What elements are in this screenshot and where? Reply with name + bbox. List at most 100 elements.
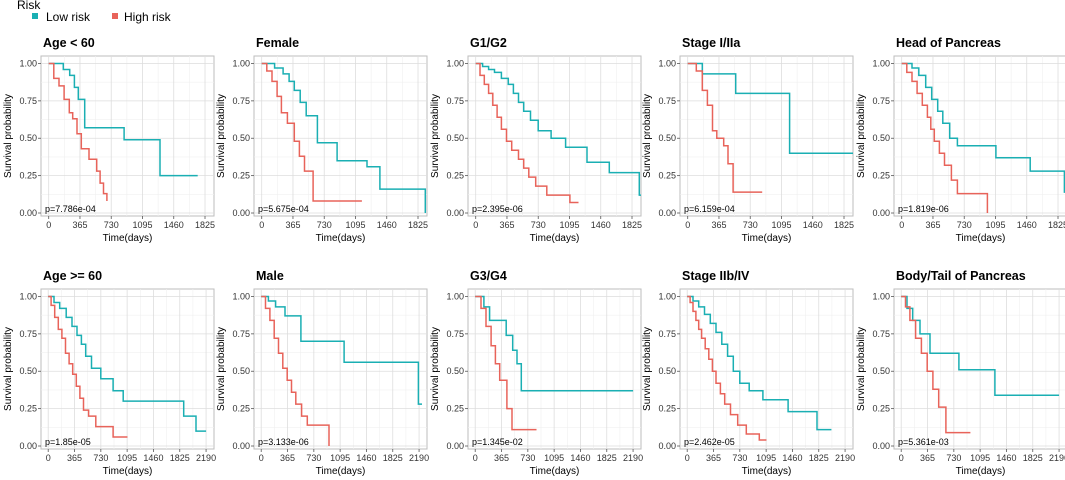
y-tick-label: 0.50	[19, 133, 37, 143]
y-tick-label: 0.50	[446, 366, 464, 376]
km-panel: Age >= 60 0 365 730 1095 1460 1825 2190 0.00 0.25…	[3, 269, 216, 477]
km-panel: Male 0 365 730 1095 1460 1825 2190 0.00 0.25 0.50 0…	[216, 269, 429, 477]
x-tick-label: 1095	[756, 453, 776, 463]
x-tick-label: 730	[306, 453, 321, 463]
x-tick-label: 1095	[970, 453, 990, 463]
y-tick-label: 0.75	[658, 329, 676, 339]
y-tick-label: 1.00	[19, 58, 37, 68]
x-tick-label: 365	[711, 220, 726, 230]
y-tick-label: 0.75	[446, 96, 464, 106]
p-value: p=7.786e-04	[45, 204, 96, 214]
y-tick-label: 1.00	[872, 291, 890, 301]
x-tick-label: 2190	[835, 453, 855, 463]
survival-curve-high-risk	[901, 62, 989, 213]
survival-curve-low-risk	[901, 295, 1060, 396]
x-tick-label: 730	[104, 220, 119, 230]
survival-curve-high-risk	[475, 295, 537, 431]
y-tick-label: 0.50	[232, 366, 250, 376]
x-tick-label: 1095	[117, 453, 137, 463]
p-value: p=1.345e-02	[472, 437, 523, 447]
x-tick-label: 1460	[377, 220, 397, 230]
y-tick-label: 0.50	[872, 366, 890, 376]
y-tick-label: 0.50	[446, 133, 464, 143]
x-tick-label: 365	[280, 453, 295, 463]
x-tick-label: 0	[473, 453, 478, 463]
panel-title: G1/G2	[470, 36, 507, 50]
y-tick-label: 0.50	[19, 366, 37, 376]
x-axis-label: Time(days)	[742, 233, 792, 244]
y-tick-label: 1.00	[658, 58, 676, 68]
x-tick-label: 365	[920, 453, 935, 463]
p-value: p=3.133e-06	[258, 437, 309, 447]
x-axis-label: Time(days)	[103, 466, 153, 477]
y-tick-label: 0.75	[872, 96, 890, 106]
y-tick-label: 0.75	[658, 96, 676, 106]
x-tick-label: 365	[925, 220, 940, 230]
x-tick-label: 0	[46, 453, 51, 463]
x-axis-label: Time(days)	[316, 466, 366, 477]
x-tick-label: 0	[685, 453, 690, 463]
x-axis-label: Time(days)	[530, 233, 580, 244]
y-tick-label: 0.00	[446, 208, 464, 218]
plot-area	[253, 55, 428, 217]
x-axis-label: Time(days)	[316, 233, 366, 244]
y-tick-label: 0.25	[232, 404, 250, 414]
x-axis-label: Time(days)	[956, 233, 1006, 244]
survival-curve-low-risk	[901, 62, 1065, 193]
survival-curve-high-risk	[48, 62, 108, 201]
legend-label-high-risk: High risk	[124, 10, 172, 24]
plot-area	[679, 55, 854, 217]
panel-title: Stage I/IIa	[682, 36, 741, 50]
p-value: p=2.462e-05	[684, 437, 735, 447]
km-panel: G3/G4 0 365 730 1095 1460 1825 2190 0.00 0.25 0.50…	[430, 269, 643, 477]
x-tick-label: 730	[946, 453, 961, 463]
x-tick-label: 1095	[330, 453, 350, 463]
x-tick-label: 730	[732, 453, 747, 463]
p-value: p=5.675e-04	[258, 204, 309, 214]
y-tick-label: 1.00	[232, 58, 250, 68]
x-axis-label: Time(days)	[530, 466, 580, 477]
x-tick-label: 1095	[132, 220, 152, 230]
panel-title: Age >= 60	[43, 269, 102, 283]
x-tick-label: 1460	[356, 453, 376, 463]
x-tick-label: 1095	[559, 220, 579, 230]
x-tick-label: 1825	[195, 220, 215, 230]
y-tick-label: 0.00	[232, 208, 250, 218]
x-tick-label: 365	[67, 453, 82, 463]
survival-curve-low-risk	[48, 62, 198, 177]
x-tick-label: 1460	[1017, 220, 1037, 230]
y-tick-label: 1.00	[658, 291, 676, 301]
survival-curve-high-risk	[901, 295, 971, 434]
panel-title: Age < 60	[43, 36, 95, 50]
y-tick-label: 1.00	[19, 291, 37, 301]
y-axis-label: Survival probability	[216, 327, 227, 411]
legend-label-low-risk: Low risk	[46, 10, 91, 24]
y-tick-label: 0.50	[872, 133, 890, 143]
x-tick-label: 730	[531, 220, 546, 230]
p-value: p=1.85e-05	[45, 437, 91, 447]
x-tick-label: 0	[899, 453, 904, 463]
x-tick-label: 1825	[834, 220, 854, 230]
x-tick-label: 730	[317, 220, 332, 230]
survival-curve-high-risk	[48, 295, 128, 438]
survival-curve-low-risk	[261, 62, 427, 213]
km-panel: Head of Pancreas 0 365 730 1095 1460 1825 0.00 0…	[856, 36, 1065, 244]
legend-title: Risk	[17, 0, 41, 12]
y-tick-label: 0.75	[232, 96, 250, 106]
x-tick-label: 0	[259, 453, 264, 463]
x-axis-label: Time(days)	[956, 466, 1006, 477]
x-tick-label: 730	[520, 453, 535, 463]
x-tick-label: 2190	[409, 453, 429, 463]
x-tick-label: 1460	[164, 220, 184, 230]
x-tick-label: 1460	[591, 220, 611, 230]
x-tick-label: 1460	[996, 453, 1016, 463]
y-axis-label: Survival probability	[3, 327, 14, 411]
survival-curve-high-risk	[261, 295, 330, 446]
panel-title: Head of Pancreas	[896, 36, 1001, 50]
km-panels: Age < 60 0 365 730 1095 1460 1825 0.00 0.25 0.50 0…	[3, 36, 1065, 477]
x-tick-label: 730	[957, 220, 972, 230]
km-panel: G1/G2 0 365 730 1095 1460 1825 0.00 0.25 0.50 0.75…	[430, 36, 642, 244]
y-axis-label: Survival probability	[430, 327, 441, 411]
plot-area	[893, 55, 1065, 217]
